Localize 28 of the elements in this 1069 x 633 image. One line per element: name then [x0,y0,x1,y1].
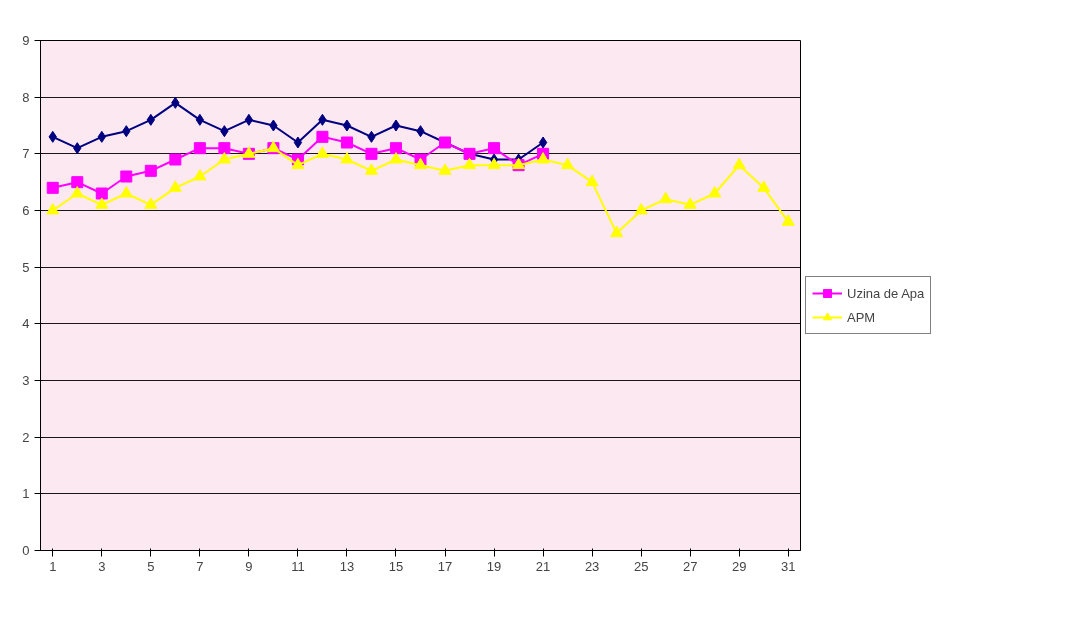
legend-label: Uzina de Apa [847,285,925,301]
x-tick-label: 15 [388,558,404,574]
y-tick-label: 0 [22,543,30,558]
x-tick-label: 3 [98,558,106,574]
x-tick-label: 21 [535,558,551,574]
x-tick-label: 9 [245,558,253,574]
x-tick-label: 7 [196,558,204,574]
y-tick-label: 1 [22,486,30,502]
x-tick-label: 11 [291,558,305,574]
y-tick-label: 8 [22,89,30,105]
x-tick-label: 5 [147,558,155,574]
x-tick-label: 25 [633,558,649,574]
legend-label: APM [847,309,876,325]
y-tick-label: 2 [22,429,30,445]
y-tick-label: 6 [22,203,30,218]
x-tick-label: 19 [486,558,502,574]
x-tick-label: 1 [49,558,57,574]
x-tick-label: 31 [781,558,796,574]
x-tick-label: 13 [339,558,355,574]
x-tick-label: 29 [731,558,747,574]
x-tick-label: 17 [437,558,453,574]
y-tick-label: 7 [22,146,30,162]
x-tick-label: 23 [584,558,600,574]
y-tick-label: 4 [22,316,30,332]
y-tick-label: 3 [22,373,30,388]
x-tick-label: 27 [682,558,698,574]
y-tick-label: 9 [22,33,30,48]
y-tick-label: 5 [22,259,30,275]
